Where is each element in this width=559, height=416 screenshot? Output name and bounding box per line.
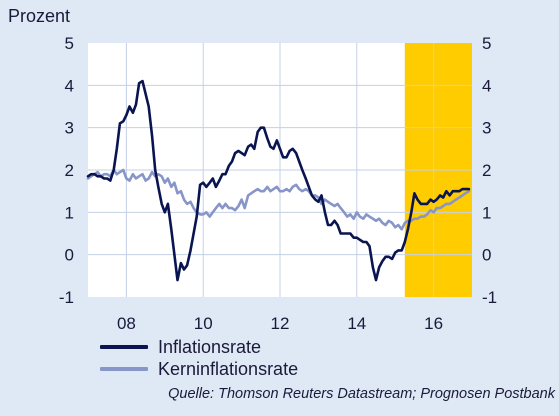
y-axis-label: Prozent <box>8 6 70 26</box>
y-tick-label-left: 3 <box>65 119 74 138</box>
legend-label-inflation: Inflationsrate <box>158 336 262 357</box>
y-tick-label-left: 5 <box>65 34 74 53</box>
source-note: Quelle: Thomson Reuters Datastream; Prog… <box>168 386 555 402</box>
y-tick-label-right: 5 <box>482 34 491 53</box>
x-tick-label: 10 <box>194 314 213 333</box>
y-tick-label-left: -1 <box>59 288 74 307</box>
y-tick-label-left: 0 <box>65 246 74 265</box>
x-tick-label: 08 <box>117 314 136 333</box>
inflation-line <box>86 79 471 282</box>
legend-label-core: Kerninflationsrate <box>158 358 299 379</box>
y-tick-label-right: 2 <box>482 161 491 180</box>
x-tick-label: 16 <box>424 314 443 333</box>
y-tick-label-right: 1 <box>482 203 491 222</box>
y-tick-label-right: -1 <box>482 288 497 307</box>
core-inflation-line <box>86 168 471 231</box>
x-tick-label: 12 <box>271 314 290 333</box>
legend-item-core: Kerninflationsrate <box>100 358 298 380</box>
legend: Inflationsrate Kerninflationsrate <box>100 336 298 380</box>
x-tick-label: 14 <box>347 314 366 333</box>
legend-swatch-core <box>100 367 148 371</box>
y-tick-label-right: 4 <box>482 76 491 95</box>
y-tick-label-left: 1 <box>65 203 74 222</box>
y-tick-label-left: 4 <box>65 76 74 95</box>
legend-item-inflation: Inflationsrate <box>100 336 298 358</box>
y-tick-label-left: 2 <box>65 161 74 180</box>
y-tick-label-right: 3 <box>482 119 491 138</box>
legend-swatch-inflation <box>100 345 148 349</box>
y-tick-label-right: 0 <box>482 246 491 265</box>
